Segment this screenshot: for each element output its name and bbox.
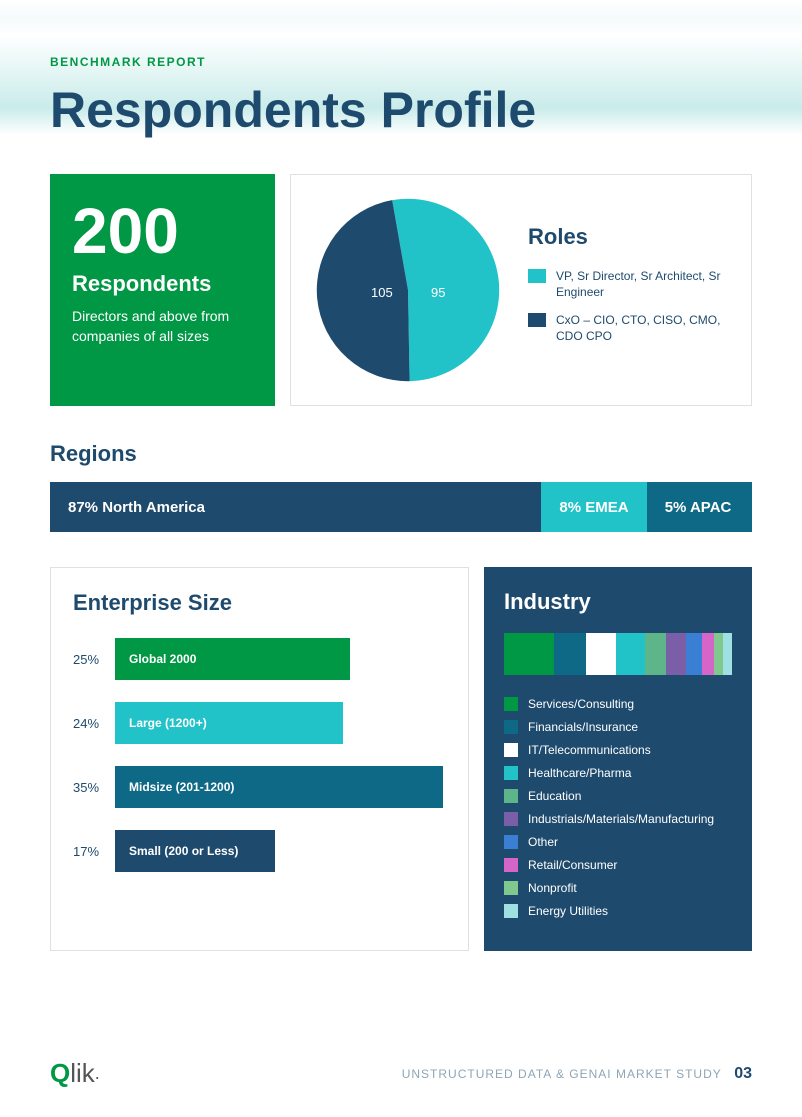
enterprise-bar-row: 35%Midsize (201-1200): [73, 766, 446, 808]
legend-swatch: [504, 904, 518, 918]
legend-label: Nonprofit: [528, 881, 577, 895]
industry-segment: [554, 633, 586, 675]
top-row: 200 Respondents Directors and above from…: [50, 174, 752, 406]
enterprise-bar: Global 2000: [115, 638, 350, 680]
pie-slice-label: 95: [431, 285, 445, 300]
industry-legend-row: Nonprofit: [504, 881, 732, 895]
pie-svg: [313, 195, 503, 385]
respondents-stat-box: 200 Respondents Directors and above from…: [50, 174, 275, 406]
industry-segment: [723, 633, 732, 675]
region-segment: 8% EMEA: [541, 482, 646, 532]
industry-segment: [645, 633, 666, 675]
logo-q: Q: [50, 1058, 70, 1089]
bar-percent: 17%: [73, 844, 115, 859]
industry-segment: [702, 633, 713, 675]
qlik-logo: Qlik.: [50, 1058, 100, 1089]
enterprise-bar: Midsize (201-1200): [115, 766, 443, 808]
enterprise-bar-row: 25%Global 2000: [73, 638, 446, 680]
bar-percent: 35%: [73, 780, 115, 795]
enterprise-bar: Large (1200+): [115, 702, 343, 744]
legend-swatch: [504, 789, 518, 803]
region-segment: 87% North America: [50, 482, 541, 532]
page-content: BENCHMARK REPORT Respondents Profile 200…: [0, 0, 802, 981]
legend-swatch: [528, 313, 546, 327]
industry-legend-row: Services/Consulting: [504, 697, 732, 711]
roles-pie-chart: 105 95: [313, 195, 503, 385]
industry-legend-row: Retail/Consumer: [504, 858, 732, 872]
enterprise-bar-row: 17%Small (200 or Less): [73, 830, 446, 872]
regions-bar: 87% North America8% EMEA5% APAC: [50, 482, 752, 532]
industry-legend-row: Industrials/Materials/Manufacturing: [504, 812, 732, 826]
legend-swatch: [504, 835, 518, 849]
stat-number: 200: [72, 199, 253, 263]
page-footer: Qlik. UNSTRUCTURED DATA & GENAI MARKET S…: [50, 1058, 752, 1089]
logo-rest: lik: [70, 1058, 95, 1089]
bar-percent: 24%: [73, 716, 115, 731]
legend-swatch: [528, 269, 546, 283]
industry-legend-row: Healthcare/Pharma: [504, 766, 732, 780]
legend-label: Healthcare/Pharma: [528, 766, 631, 780]
stat-description: Directors and above from companies of al…: [72, 307, 253, 346]
industry-segment: [714, 633, 723, 675]
legend-swatch: [504, 720, 518, 734]
industry-legend-row: IT/Telecommunications: [504, 743, 732, 757]
roles-legend-row: CxO – CIO, CTO, CISO, CMO, CDO CPO: [528, 312, 729, 344]
legend-swatch: [504, 697, 518, 711]
legend-label: Energy Utilities: [528, 904, 608, 918]
legend-label: Other: [528, 835, 558, 849]
enterprise-title: Enterprise Size: [73, 590, 446, 616]
industry-segment: [666, 633, 687, 675]
industry-title: Industry: [504, 589, 732, 615]
legend-swatch: [504, 881, 518, 895]
enterprise-bar-row: 24%Large (1200+): [73, 702, 446, 744]
legend-swatch: [504, 766, 518, 780]
legend-label: CxO – CIO, CTO, CISO, CMO, CDO CPO: [556, 312, 729, 344]
logo-dot: .: [95, 1063, 100, 1084]
roles-legend-row: VP, Sr Director, Sr Architect, Sr Engine…: [528, 268, 729, 300]
industry-legend-row: Financials/Insurance: [504, 720, 732, 734]
bar-percent: 25%: [73, 652, 115, 667]
legend-swatch: [504, 812, 518, 826]
page-title: Respondents Profile: [50, 81, 752, 139]
footer-text: UNSTRUCTURED DATA & GENAI MARKET STUDY: [402, 1067, 722, 1081]
industry-stacked-bar: [504, 633, 732, 675]
legend-label: VP, Sr Director, Sr Architect, Sr Engine…: [556, 268, 729, 300]
legend-swatch: [504, 858, 518, 872]
bottom-row: Enterprise Size 25%Global 2000 24%Large (…: [50, 567, 752, 951]
industry-legend-row: Education: [504, 789, 732, 803]
industry-legend-row: Other: [504, 835, 732, 849]
enterprise-panel: Enterprise Size 25%Global 2000 24%Large (…: [50, 567, 469, 951]
eyebrow: BENCHMARK REPORT: [50, 55, 752, 69]
legend-swatch: [504, 743, 518, 757]
industry-panel: Industry Services/Consulting Financials/I…: [484, 567, 752, 951]
footer-page-number: 03: [734, 1065, 752, 1082]
footer-right: UNSTRUCTURED DATA & GENAI MARKET STUDY 0…: [402, 1065, 752, 1083]
industry-segment: [504, 633, 554, 675]
region-segment: 5% APAC: [647, 482, 752, 532]
legend-label: Education: [528, 789, 581, 803]
legend-label: Retail/Consumer: [528, 858, 617, 872]
regions-title: Regions: [50, 441, 752, 467]
stat-label: Respondents: [72, 271, 253, 297]
enterprise-bar: Small (200 or Less): [115, 830, 275, 872]
industry-segment: [616, 633, 646, 675]
roles-panel: 105 95 Roles VP, Sr Director, Sr Architec…: [290, 174, 752, 406]
legend-label: Financials/Insurance: [528, 720, 638, 734]
pie-slice: [317, 200, 410, 381]
industry-segment: [586, 633, 616, 675]
industry-legend-row: Energy Utilities: [504, 904, 732, 918]
roles-legend: Roles VP, Sr Director, Sr Architect, Sr …: [528, 224, 729, 357]
roles-title: Roles: [528, 224, 729, 250]
legend-label: Services/Consulting: [528, 697, 634, 711]
industry-segment: [686, 633, 702, 675]
pie-slice-label: 105: [371, 285, 393, 300]
legend-label: Industrials/Materials/Manufacturing: [528, 812, 714, 826]
legend-label: IT/Telecommunications: [528, 743, 651, 757]
